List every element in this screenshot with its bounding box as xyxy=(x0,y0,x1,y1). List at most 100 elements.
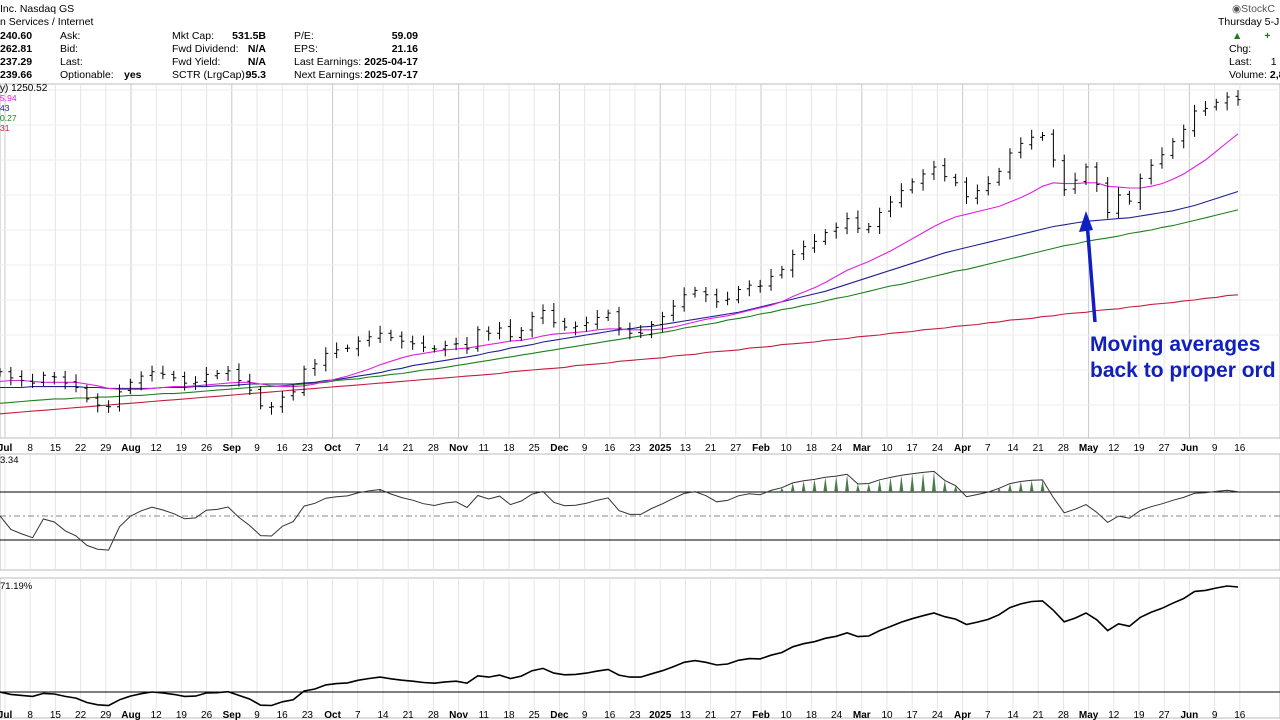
last-label: Last: xyxy=(1229,56,1252,68)
ohlc-bar xyxy=(1235,90,1241,106)
x-tick-label: Jul xyxy=(0,443,12,454)
ohlc-bar xyxy=(127,378,133,394)
ohlc-bar xyxy=(290,384,296,401)
x-tick-label: 21 xyxy=(705,443,717,454)
ohlc-bar xyxy=(258,385,264,410)
x-tick-label-bottom: Aug xyxy=(121,710,140,720)
x-tick-label: 7 xyxy=(355,443,361,454)
ohlc-bar xyxy=(757,279,763,293)
x-tick-label: 28 xyxy=(1058,443,1070,454)
ohlc-bar xyxy=(138,371,144,391)
ohlc-bar xyxy=(366,330,372,347)
moving-averages xyxy=(0,133,1239,415)
ohlc-bar xyxy=(236,363,242,387)
x-tick-label: 18 xyxy=(503,443,515,454)
date-line: Thursday 5-J xyxy=(1218,16,1280,28)
ohlc-bar xyxy=(768,268,774,291)
quote-price-0: 240.60 xyxy=(0,30,33,42)
ohlc-bar xyxy=(529,311,535,338)
earnings-value-1: 21.16 xyxy=(391,43,418,55)
x-tick-label-bottom: 21 xyxy=(403,710,415,720)
x-tick-label-bottom: Jun xyxy=(1181,710,1199,720)
ohlc-bar xyxy=(507,319,513,342)
x-tick-label-bottom: 28 xyxy=(1058,710,1070,720)
fundamental-value-3: 95.3 xyxy=(245,69,266,81)
x-tick-label: 21 xyxy=(403,443,415,454)
x-tick-label: 23 xyxy=(629,443,641,454)
x-tick-label-bottom: May xyxy=(1079,710,1099,720)
up-triangle-icon: ▲ xyxy=(1232,30,1243,42)
ohlc-bar xyxy=(996,167,1002,186)
ohlc-bar xyxy=(942,158,948,182)
ohlc-bar xyxy=(464,337,470,354)
performance-panel xyxy=(0,577,1280,719)
rsi-indicator xyxy=(0,470,1280,551)
quote-price-1: 262.81 xyxy=(0,43,33,55)
main-panel xyxy=(0,83,1280,439)
earnings-value-2: 2025-04-17 xyxy=(364,56,418,68)
ohlc-bar xyxy=(920,169,926,191)
annotation-line-2: back to proper ord xyxy=(1090,359,1276,382)
ohlc-bar xyxy=(442,340,448,357)
x-tick-label: 9 xyxy=(1212,443,1218,454)
ohlc-bar xyxy=(887,195,893,218)
ohlc-bar xyxy=(1072,172,1078,194)
ohlc-bar xyxy=(1050,129,1056,168)
ohlc-bar xyxy=(1018,137,1024,159)
ohlc-bar xyxy=(40,371,46,386)
x-tick-label-bottom: 12 xyxy=(151,710,163,720)
ohlc-bar xyxy=(703,286,709,303)
x-tick-label: Feb xyxy=(752,443,770,454)
sector-line: n Services / Internet xyxy=(0,16,94,28)
rsi-overbought-fill xyxy=(367,471,1241,492)
ohlc-bar xyxy=(811,233,817,253)
ohlc-bar xyxy=(573,321,579,336)
quote-label-3: Optionable: xyxy=(60,69,114,81)
ohlc-bar xyxy=(1159,147,1165,169)
x-tick-label: Nov xyxy=(449,443,468,454)
ohlc-bar xyxy=(594,310,600,329)
x-tick-label: 14 xyxy=(1007,443,1019,454)
optionable-value: yes xyxy=(124,69,142,81)
x-tick-label-bottom: Sep xyxy=(223,710,241,720)
x-tick-label: 14 xyxy=(377,443,389,454)
ma200-line xyxy=(0,294,1239,415)
x-tick-label-bottom: 23 xyxy=(302,710,314,720)
x-tick-label: 19 xyxy=(1133,443,1145,454)
x-tick-label: 7 xyxy=(985,443,991,454)
ohlc-bar xyxy=(670,300,676,322)
ohlc-bar xyxy=(627,322,633,340)
ohlc-bar xyxy=(84,384,90,403)
x-tick-label-bottom: 28 xyxy=(428,710,440,720)
ohlc-bar xyxy=(475,326,481,352)
ohlc-bar xyxy=(1094,162,1100,192)
x-tick-label: Jun xyxy=(1181,443,1199,454)
ohlc-bar xyxy=(844,212,850,235)
x-tick-label: 25 xyxy=(529,443,541,454)
ohlc-bar xyxy=(225,366,231,381)
x-tick-label: 27 xyxy=(730,443,742,454)
performance-line xyxy=(0,585,1239,707)
ohlc-bar xyxy=(822,229,828,245)
ohlc-bar xyxy=(410,335,416,350)
x-tick-label: 16 xyxy=(1234,443,1246,454)
ohlc-bar xyxy=(1040,132,1046,141)
x-tick-label: 28 xyxy=(428,443,440,454)
earnings-label-2: Last Earnings: xyxy=(294,56,362,68)
ohlc-bar xyxy=(746,280,752,297)
ma100-legend: 0.27 xyxy=(0,113,17,123)
quote-price-2: 237.29 xyxy=(0,56,33,68)
x-tick-label: 26 xyxy=(201,443,213,454)
x-tick-label: 18 xyxy=(806,443,818,454)
x-tick-label: 17 xyxy=(907,443,919,454)
ohlc-bar xyxy=(30,373,36,388)
logo-icon: ◉ xyxy=(1232,3,1242,15)
ohlc-bar xyxy=(1029,129,1035,150)
x-tick-label-bottom: 22 xyxy=(75,710,87,720)
ohlc-bar xyxy=(1224,92,1230,111)
x-tick-label: 2025 xyxy=(649,443,672,454)
x-tick-label-bottom: 16 xyxy=(277,710,289,720)
ohlc-bar xyxy=(616,306,622,336)
ohlc-bar xyxy=(268,401,274,415)
ohlc-bar xyxy=(301,365,307,397)
